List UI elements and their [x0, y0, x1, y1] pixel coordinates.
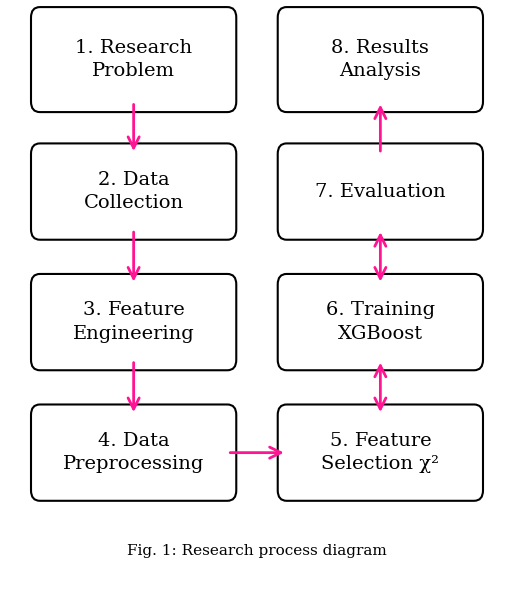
FancyBboxPatch shape — [278, 143, 483, 240]
Text: 7. Evaluation: 7. Evaluation — [315, 182, 446, 201]
FancyBboxPatch shape — [278, 274, 483, 370]
Text: 3. Feature
Engineering: 3. Feature Engineering — [73, 301, 194, 343]
Text: 6. Training
XGBoost: 6. Training XGBoost — [326, 301, 435, 343]
FancyBboxPatch shape — [31, 404, 236, 501]
Text: 2. Data
Collection: 2. Data Collection — [84, 170, 183, 213]
Text: 1. Research
Problem: 1. Research Problem — [75, 39, 192, 81]
Text: 8. Results
Analysis: 8. Results Analysis — [332, 39, 429, 81]
FancyBboxPatch shape — [31, 7, 236, 112]
FancyBboxPatch shape — [278, 7, 483, 112]
FancyBboxPatch shape — [31, 143, 236, 240]
FancyBboxPatch shape — [278, 404, 483, 501]
Text: Fig. 1: Research process diagram: Fig. 1: Research process diagram — [127, 544, 387, 558]
FancyBboxPatch shape — [31, 274, 236, 370]
Text: 4. Data
Preprocessing: 4. Data Preprocessing — [63, 432, 205, 474]
Text: 5. Feature
Selection χ²: 5. Feature Selection χ² — [321, 432, 439, 474]
